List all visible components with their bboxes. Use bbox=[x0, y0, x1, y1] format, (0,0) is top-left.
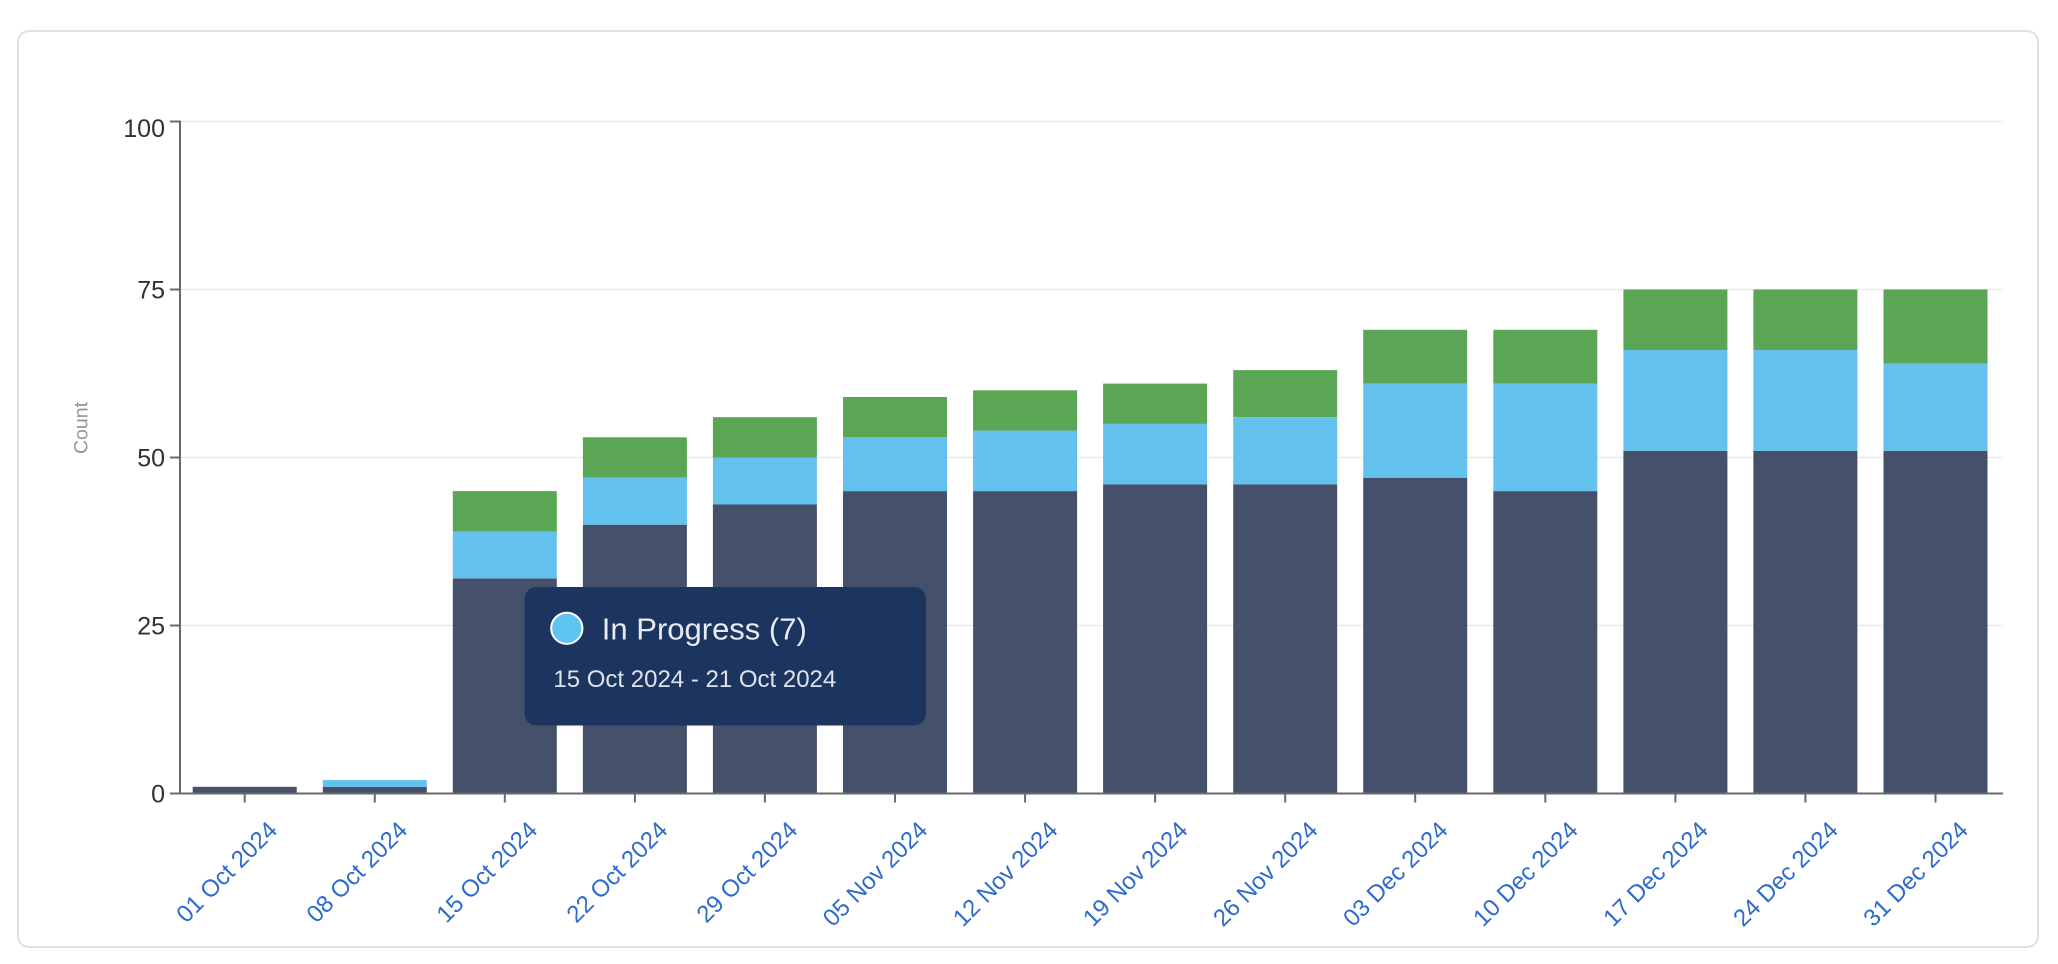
svg-text:08 Oct 2024: 08 Oct 2024 bbox=[301, 817, 413, 929]
svg-text:05 Nov 2024: 05 Nov 2024 bbox=[818, 817, 933, 932]
svg-text:12 Nov 2024: 12 Nov 2024 bbox=[948, 817, 1063, 932]
svg-text:22 Oct 2024: 22 Oct 2024 bbox=[562, 817, 674, 929]
svg-text:50: 50 bbox=[137, 445, 165, 473]
svg-text:01 Oct 2024: 01 Oct 2024 bbox=[171, 817, 283, 929]
svg-text:31 Dec 2024: 31 Dec 2024 bbox=[1858, 817, 1973, 932]
svg-text:26 Nov 2024: 26 Nov 2024 bbox=[1208, 817, 1323, 932]
svg-text:100: 100 bbox=[123, 115, 165, 143]
svg-text:03 Dec 2024: 03 Dec 2024 bbox=[1338, 817, 1453, 932]
svg-text:In Progress (7): In Progress (7) bbox=[602, 612, 807, 647]
svg-text:75: 75 bbox=[137, 277, 165, 305]
svg-text:15 Oct 2024: 15 Oct 2024 bbox=[431, 817, 543, 929]
svg-text:0: 0 bbox=[151, 781, 165, 809]
svg-text:25: 25 bbox=[137, 613, 165, 641]
svg-text:19 Nov 2024: 19 Nov 2024 bbox=[1078, 817, 1193, 932]
svg-text:24 Dec 2024: 24 Dec 2024 bbox=[1728, 817, 1843, 932]
svg-text:10 Dec 2024: 10 Dec 2024 bbox=[1468, 817, 1583, 932]
svg-text:29 Oct 2024: 29 Oct 2024 bbox=[692, 817, 804, 929]
svg-text:15 Oct 2024 - 21 Oct 2024: 15 Oct 2024 - 21 Oct 2024 bbox=[553, 666, 836, 693]
svg-text:17 Dec 2024: 17 Dec 2024 bbox=[1598, 817, 1713, 932]
svg-text:Count: Count bbox=[71, 401, 93, 454]
